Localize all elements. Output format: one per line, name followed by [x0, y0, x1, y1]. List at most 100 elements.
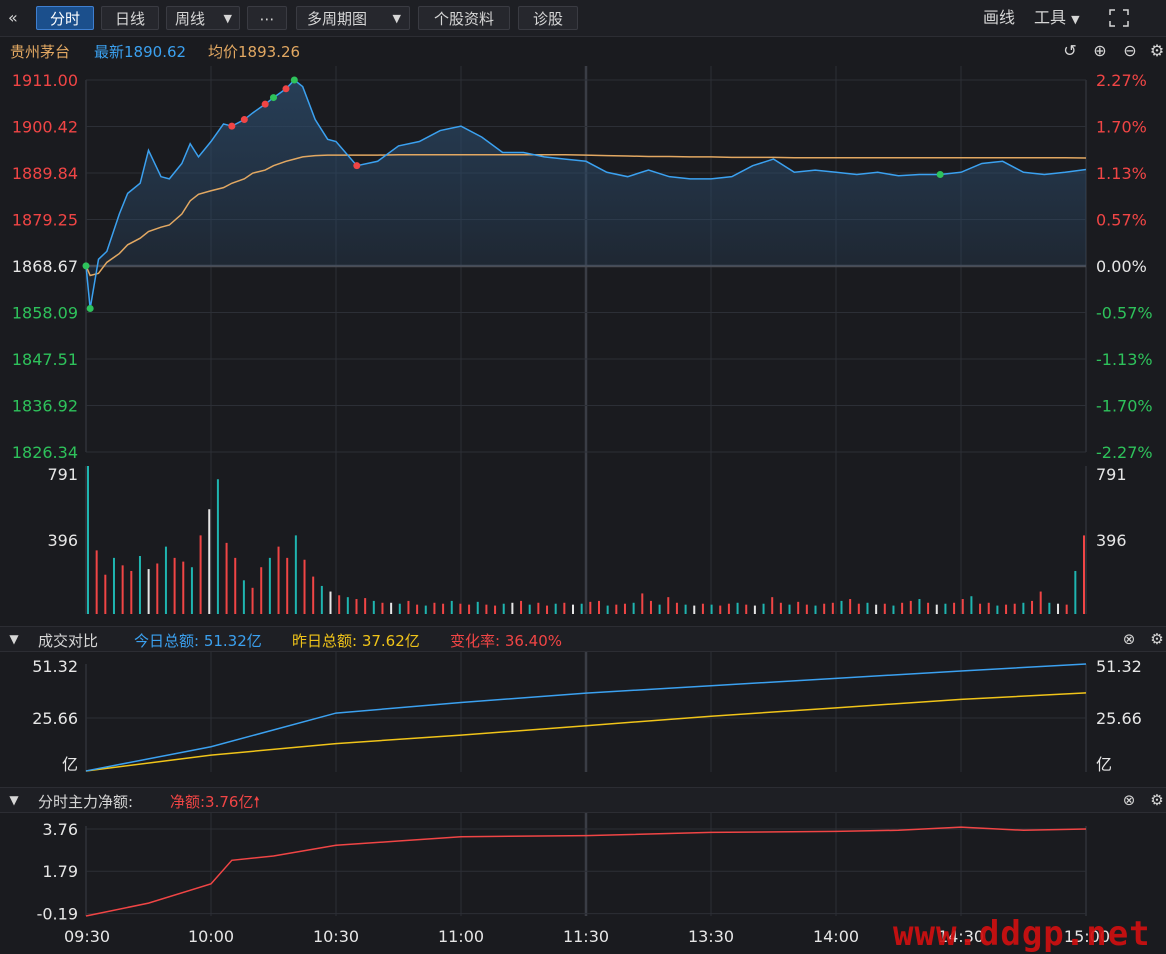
price-tick-label: 1911.00 — [12, 71, 78, 90]
volume-tick-label: 396 — [1096, 531, 1127, 550]
percent-tick-label: 0.00% — [1096, 257, 1147, 276]
caret-down-icon: ▼ — [392, 12, 401, 25]
close-circle-icon[interactable]: ⊗ — [1122, 791, 1136, 809]
percent-tick-label: 0.57% — [1096, 211, 1147, 230]
multi-period-select[interactable]: 多周期图 ▼ — [296, 6, 410, 30]
zoom-out-icon[interactable]: ⊖ — [1123, 41, 1137, 60]
yesterday-total: 昨日总额: 37.62亿 — [292, 632, 420, 650]
close-circle-icon[interactable]: ⊗ — [1122, 630, 1136, 648]
signal-dot — [353, 162, 361, 170]
undo-icon[interactable]: ↺ — [1063, 41, 1077, 60]
latest-label: 最新 — [94, 43, 125, 61]
quote-info-bar: 贵州茅台 最新1890.62 均价1893.26 ↺ ⊕ ⊖ ⚙ — [0, 37, 1166, 65]
draw-line-button[interactable]: 画线 — [983, 8, 1016, 27]
time-tick-label: 09:30 — [64, 927, 110, 946]
tab-intraday[interactable]: 分时 — [36, 6, 94, 30]
signal-dot — [86, 304, 94, 312]
caret-down-icon: ▼ — [223, 12, 232, 25]
watermark: www.ddgp.net — [893, 914, 1151, 954]
percent-tick-label: -1.70% — [1096, 397, 1153, 416]
price-tick-label: 1900.42 — [12, 118, 78, 137]
price-tick-label: 1858.09 — [12, 304, 78, 323]
price-tick-label: 1826.34 — [12, 443, 78, 462]
compare-tick-label: 51.32 — [32, 657, 78, 676]
stock-name[interactable]: 贵州茅台 — [10, 43, 71, 61]
net-inflow-line — [85, 826, 1087, 917]
axis-labels: 1911.00 2.27% 1900.42 1.70% 1889.84 1.13% 1879… — [12, 71, 1153, 946]
net-title: 分时主力净额: — [38, 793, 134, 811]
signal-dot — [240, 116, 248, 124]
tools-menu[interactable]: 工具 ▼ — [1034, 6, 1096, 30]
price-tick-label: 1889.84 — [12, 164, 78, 183]
signal-dot — [261, 100, 269, 108]
time-tick-label: 11:30 — [563, 927, 609, 946]
compare-unit-label: 亿 — [62, 755, 78, 774]
toolbar: « 分时 日线 周线 ▼ ⋯ 多周期图 ▼ 个股资料 诊股 画线 工具 ▼ — [0, 0, 1166, 37]
signal-dot — [228, 122, 236, 130]
yesterday-total-line — [85, 692, 1087, 772]
time-tick-label: 10:00 — [188, 927, 234, 946]
avg-price: 均价1893.26 — [208, 41, 300, 62]
percent-tick-label: -1.13% — [1096, 350, 1153, 369]
compare-panel-header: ▼ 成交对比 今日总额: 51.32亿 昨日总额: 37.62亿 变化率: 36… — [0, 626, 1166, 652]
period-select[interactable]: 周线 ▼ — [166, 6, 240, 30]
time-tick-label: 10:30 — [313, 927, 359, 946]
volume-tick-label: 791 — [1096, 465, 1127, 484]
latest-price: 最新1890.62 — [94, 41, 186, 62]
arrow-up-icon: 🠕 — [253, 793, 260, 811]
avg-price-line — [85, 153, 1087, 277]
price-tick-label: 1868.67 — [12, 257, 78, 276]
time-tick-label: 13:30 — [688, 927, 734, 946]
price-tick-label: 1879.25 — [12, 211, 78, 230]
percent-tick-label: 2.27% — [1096, 71, 1147, 90]
settings-gear-icon[interactable]: ⚙ — [1150, 791, 1164, 809]
settings-gear-icon[interactable]: ⚙ — [1150, 630, 1164, 648]
multi-period-label: 多周期图 — [307, 10, 368, 28]
percent-tick-label: 1.70% — [1096, 118, 1147, 137]
percent-tick-label: 1.13% — [1096, 164, 1147, 183]
price-line — [85, 78, 1087, 309]
diagnose-button[interactable]: 诊股 — [518, 6, 578, 30]
zoom-in-icon[interactable]: ⊕ — [1093, 41, 1107, 60]
net-panel-header: ▼ 分时主力净额: 净额:3.76亿🠕 ⊗ ⚙ — [0, 787, 1166, 813]
time-tick-label: 14:00 — [813, 927, 859, 946]
net-inflow-panel — [85, 826, 1087, 917]
volume-tick-label: 791 — [47, 465, 78, 484]
percent-tick-label: -2.27% — [1096, 443, 1153, 462]
volume-panel — [87, 466, 1085, 614]
collapse-triangle-icon[interactable]: ▼ — [9, 632, 19, 646]
price-area — [86, 80, 1086, 309]
signal-dot — [282, 85, 290, 93]
today-total-line — [85, 663, 1087, 772]
signal-dot — [82, 262, 90, 270]
tools-label: 工具 — [1034, 8, 1067, 27]
collapse-triangle-icon[interactable]: ▼ — [9, 793, 19, 807]
avg-value: 1893.26 — [238, 43, 301, 61]
caret-down-icon: ▼ — [1071, 13, 1080, 26]
percent-tick-label: -0.57% — [1096, 304, 1153, 323]
tab-daily[interactable]: 日线 — [101, 6, 159, 30]
settings-gear-icon[interactable]: ⚙ — [1149, 41, 1165, 60]
net-tick-label: 1.79 — [42, 862, 78, 881]
expand-icon[interactable] — [1106, 6, 1132, 30]
more-button[interactable]: ⋯ — [247, 6, 287, 30]
stock-info-button[interactable]: 个股资料 — [418, 6, 510, 30]
double-chevron-left-icon[interactable]: « — [8, 8, 18, 27]
net-tick-label: -0.19 — [37, 905, 78, 924]
signal-dot — [936, 170, 944, 178]
compare-tick-label: 25.66 — [32, 709, 78, 728]
signal-dot — [290, 76, 298, 84]
change-rate: 变化率: 36.40% — [450, 632, 563, 650]
volume-tick-label: 396 — [47, 531, 78, 550]
today-total: 今日总额: 51.32亿 — [134, 632, 262, 650]
signal-dot — [270, 94, 277, 102]
price-panel — [82, 76, 1087, 312]
price-tick-label: 1836.92 — [12, 397, 78, 416]
net-tick-label: 3.76 — [42, 820, 78, 839]
compare-title: 成交对比 — [38, 632, 99, 650]
avg-label: 均价 — [208, 43, 239, 61]
compare-tick-label: 25.66 — [1096, 709, 1142, 728]
latest-value: 1890.62 — [124, 43, 187, 61]
turnover-compare-panel — [85, 663, 1087, 772]
